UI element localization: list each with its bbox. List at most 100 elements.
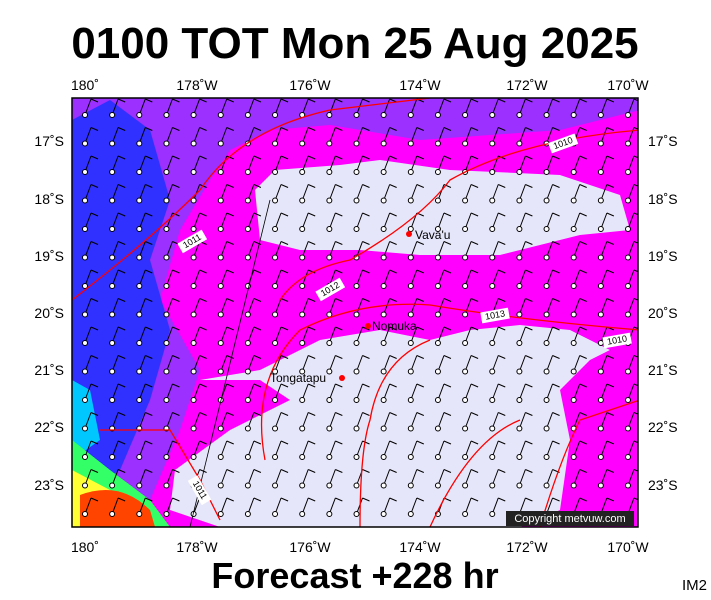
- barb-station: [244, 112, 251, 118]
- barb-station: [597, 311, 604, 318]
- wind-barb: [597, 440, 615, 460]
- barb-flag: [253, 298, 262, 302]
- lon-label: 176˚W: [289, 77, 331, 93]
- barb-station: [625, 140, 631, 147]
- wind-barb: [82, 184, 99, 204]
- wind-barb: [217, 298, 234, 318]
- wind-barb: [190, 98, 207, 118]
- barb-flag: [145, 440, 153, 445]
- wind-barb: [82, 269, 99, 289]
- barb-station: [136, 226, 143, 232]
- barb-flag: [199, 412, 207, 416]
- barb-flag: [389, 298, 397, 302]
- barb-station: [109, 397, 116, 403]
- track-line: [189, 199, 271, 527]
- wind-barb: [82, 412, 99, 432]
- barb-station: [163, 254, 170, 261]
- wind-barb: [625, 155, 638, 175]
- barb-flag: [117, 212, 126, 217]
- barb-flag: [199, 383, 207, 388]
- lat-label: 22˚S: [648, 419, 678, 435]
- barb-station: [136, 197, 143, 204]
- barb-station: [380, 482, 387, 489]
- barb-station: [625, 425, 631, 432]
- wind-barb: [489, 355, 506, 375]
- barb-station: [217, 254, 224, 261]
- barb-station: [82, 511, 88, 517]
- lon-label: 170˚W: [607, 77, 649, 93]
- wind-barb: [516, 127, 533, 147]
- barb-station: [163, 311, 170, 318]
- barb-flag: [389, 184, 397, 188]
- wind-barb: [163, 269, 180, 289]
- barb-station: [190, 226, 197, 232]
- barb-flag: [416, 127, 424, 131]
- barb-station: [434, 482, 441, 489]
- barb-flag: [90, 440, 99, 445]
- barb-flag: [308, 212, 316, 217]
- barb-station: [299, 454, 306, 460]
- wind-barb: [163, 383, 180, 403]
- barb-flag: [498, 469, 506, 473]
- lat-label: 20˚S: [34, 305, 64, 321]
- barb-station: [244, 254, 251, 261]
- barb-flag: [470, 497, 479, 502]
- wind-barb: [570, 241, 587, 261]
- barb-station: [353, 112, 360, 118]
- wind-barb: [272, 440, 289, 460]
- barb-flag: [389, 241, 397, 245]
- wind-barb: [163, 469, 180, 489]
- wind-barb: [543, 155, 560, 175]
- wind-barb: [353, 184, 370, 204]
- barb-station: [625, 112, 631, 118]
- wind-barb: [244, 497, 262, 517]
- wind-barb: [326, 127, 343, 147]
- barb-station: [326, 340, 333, 346]
- barb-station: [326, 140, 333, 147]
- barb-station: [489, 254, 496, 261]
- barb-station: [244, 397, 251, 403]
- barb-station: [326, 511, 333, 517]
- barb-flag: [308, 383, 316, 388]
- corner-label: IM2: [682, 577, 707, 594]
- wind-barb: [299, 241, 316, 261]
- barb-station: [516, 454, 523, 460]
- barb-flag: [362, 383, 370, 388]
- barb-station: [597, 112, 604, 118]
- barb-flag: [90, 383, 99, 388]
- barb-station: [163, 511, 170, 517]
- barb-station: [407, 311, 414, 318]
- barb-station: [489, 482, 496, 489]
- lon-label: 172˚W: [506, 77, 548, 93]
- barb-flag: [226, 440, 234, 445]
- barb-station: [407, 140, 414, 147]
- wind-barb: [462, 127, 479, 147]
- barb-flag: [362, 497, 370, 502]
- wind-barb: [434, 326, 452, 346]
- barb-station: [543, 397, 550, 403]
- barb-station: [272, 368, 279, 375]
- wind-barb: [516, 326, 533, 346]
- barb-flag: [335, 184, 343, 188]
- barb-flag: [416, 469, 424, 473]
- barb-flag: [416, 241, 424, 245]
- barb-flag: [470, 355, 479, 359]
- barb-station: [82, 425, 88, 432]
- wind-barb: [217, 155, 234, 175]
- wind-barb: [570, 212, 587, 232]
- barb-station: [272, 454, 279, 460]
- wind-barb: [82, 440, 99, 460]
- barb-flag: [280, 184, 289, 188]
- barb-flag: [280, 355, 289, 359]
- barb-flag: [498, 212, 506, 217]
- wind-barb: [299, 155, 316, 175]
- barb-flag: [90, 412, 99, 416]
- wind-barb: [353, 155, 370, 175]
- barb-flag: [579, 184, 587, 188]
- wind-barb: [489, 241, 506, 261]
- barb-flag: [443, 155, 452, 160]
- wind-barb: [136, 127, 153, 147]
- wind-barb: [543, 326, 560, 346]
- barb-station: [353, 340, 360, 346]
- isobar-label-box: [602, 332, 632, 349]
